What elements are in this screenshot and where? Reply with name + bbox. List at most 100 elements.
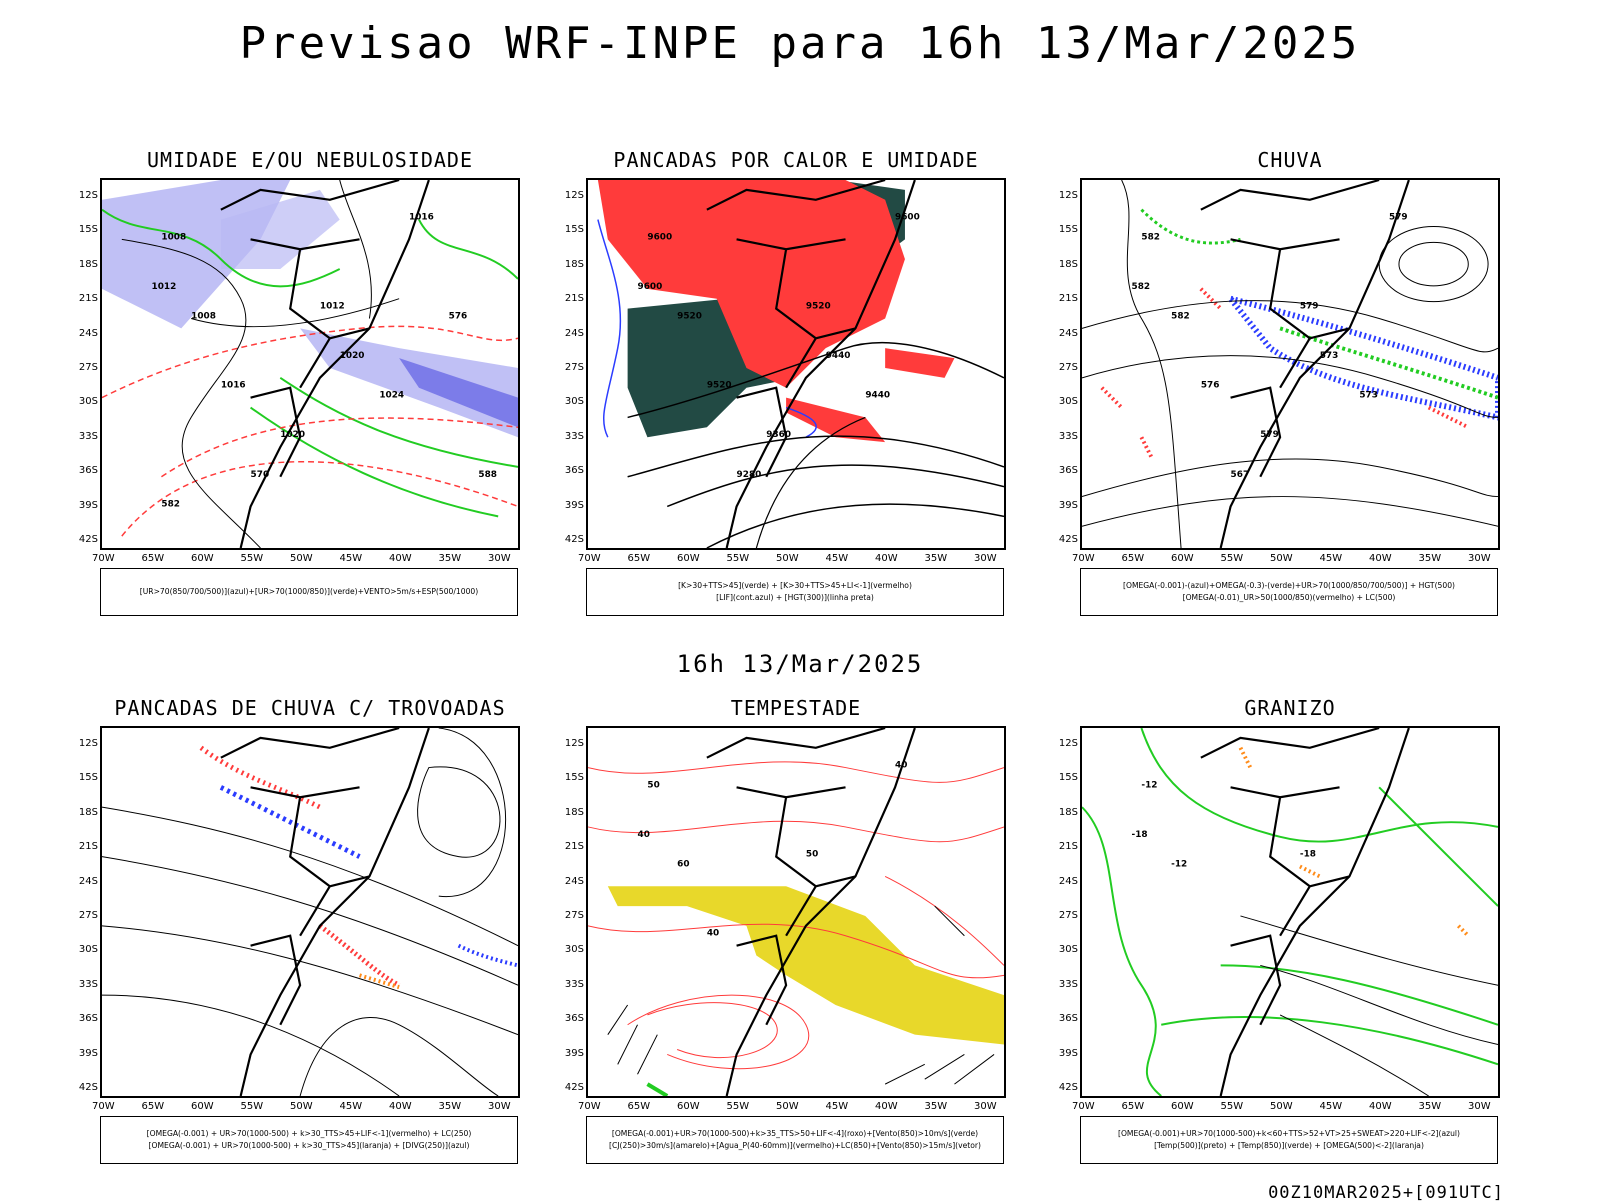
contour-label: 50 [806, 850, 818, 860]
lon-tick-label: 50W [290, 553, 313, 564]
contour-label: 1020 [280, 430, 305, 440]
contour-label: 9600 [638, 282, 663, 292]
legend: [K>30+TTS>45](verde) + [K>30+TTS>45+LI<-… [586, 568, 1004, 616]
contour-label: 40 [895, 761, 907, 771]
subtitle: 16h 13/Mar/2025 [676, 650, 924, 678]
lat-tick-label: 18S [1058, 258, 1078, 270]
contour-label: 567 [1231, 470, 1250, 480]
lon-tick-label: 50W [290, 1101, 313, 1112]
lon-tick-label: 40W [389, 553, 412, 564]
contour-label: 1020 [340, 351, 365, 361]
lon-tick-label: 30W [974, 553, 997, 564]
lon-tick-label: 70W [92, 1101, 115, 1112]
lon-tick-label: 40W [875, 553, 898, 564]
lon-tick-label: 45W [825, 1101, 849, 1112]
lon-tick-label: 35W [1418, 1101, 1442, 1112]
lon-tick-label: 70W [578, 1101, 601, 1112]
map-pancadas-trovoadas[interactable] [100, 726, 520, 1098]
lon-tick-label: 65W [627, 1101, 651, 1112]
legend-line: [OMEGA(-0.01)_UR>50(1000/850)(vermelho) … [1182, 593, 1396, 602]
panel-pancadas-calor: PANCADAS POR CALOR E UMIDADE 9600 9520 960… [556, 148, 1036, 618]
lon-tick-label: 65W [1121, 553, 1145, 564]
legend: [OMEGA(-0.001)-(azul)+OMEGA(-0.3)-(verde… [1080, 568, 1498, 616]
lat-tick-label: 33S [1058, 430, 1078, 442]
contour-label: 1012 [152, 282, 177, 292]
lat-tick-label: 15S [78, 772, 98, 784]
lat-tick-label: 24S [1058, 875, 1078, 887]
lat-tick-label: 18S [564, 258, 584, 270]
lon-tick-label: 35W [438, 1101, 462, 1112]
map-pancadas-calor[interactable]: 9600 9520 9600 9520 9600 9520 9440 9360 9440 9280 [586, 178, 1006, 550]
legend-line: [K>30+TTS>45](verde) + [K>30+TTS>45+LI<-… [678, 581, 912, 590]
legend-line: [OMEGA(-0.001)+UR>70(1000-500)+k>35_TTS>… [611, 1129, 979, 1138]
lat-tick-label: 15S [564, 772, 584, 784]
map-chuva[interactable]: 582 582 582 579 579 576 573 579 573 567 [1080, 178, 1500, 550]
lat-tick-label: 30S [78, 944, 98, 956]
lat-tick-label: 21S [1058, 293, 1078, 305]
lon-tick-label: 70W [1072, 1101, 1095, 1112]
panel-umidade: UMIDADE E/OU NEBULOSIDADE 1008 1008 1012 10… [70, 148, 550, 618]
lat-tick-label: 12S [564, 738, 584, 749]
lon-tick-label: 60W [677, 1101, 700, 1112]
contour-label: 579 [1389, 213, 1408, 223]
contour-label: 60 [677, 859, 689, 869]
contour-label: 588 [478, 470, 497, 480]
contour-label: 40 [707, 929, 719, 939]
lat-tick-label: 39S [564, 499, 584, 511]
lon-tick-label: 60W [677, 553, 700, 564]
lon-tick-label: 50W [1270, 553, 1293, 564]
lon-tick-label: 65W [1121, 1101, 1145, 1112]
lon-tick-label: 35W [438, 553, 462, 564]
contour-label: 9600 [895, 213, 920, 223]
lat-tick-label: 15S [1058, 224, 1078, 236]
contour-label: 9440 [826, 351, 851, 361]
lon-tick-label: 35W [924, 1101, 948, 1112]
lat-tick-label: 33S [1058, 978, 1078, 990]
contour-label: 582 [1171, 311, 1190, 321]
contour-label: 9520 [707, 381, 732, 391]
lon-tick-label: 70W [92, 553, 115, 564]
lat-tick-label: 42S [564, 534, 584, 545]
legend: [UR>70(850/700/500)](azul)+[UR>70(1000/8… [100, 568, 518, 616]
contour-label: 9600 [647, 232, 672, 242]
contour-label: -18 [1300, 850, 1316, 860]
lat-tick-label: 30S [564, 944, 584, 956]
lon-tick-label: 30W [1468, 1101, 1491, 1112]
lat-tick-label: 18S [78, 806, 98, 818]
contour-label: 1016 [409, 213, 434, 223]
panel-tempestade: TEMPESTADE 50 60 40 50 40 40 [OMEGA(-0.001)+U… [556, 696, 1036, 1166]
panel-title: CHUVA [1257, 148, 1323, 172]
map-umidade[interactable]: 1008 1008 1012 1012 1016 1016 1020 1020 1024 570 5… [100, 178, 520, 550]
contour-label: 50 [647, 780, 659, 790]
contour-label: 570 [251, 470, 270, 480]
contour-label: 9520 [806, 302, 831, 312]
panel-title: GRANIZO [1244, 696, 1336, 720]
panel-granizo: GRANIZO -12 -12 -18 -18 [OMEGA(-0.001)+UR>7… [1050, 696, 1530, 1166]
lat-tick-label: 18S [1058, 806, 1078, 818]
lon-tick-label: 55W [240, 553, 264, 564]
lon-tick-label: 70W [1072, 553, 1095, 564]
legend: [OMEGA(-0.001) + UR>70(1000-500) + k>30_… [100, 1116, 518, 1164]
lat-tick-label: 39S [78, 1047, 98, 1059]
lon-tick-label: 30W [974, 1101, 997, 1112]
contour-label: 9440 [865, 391, 890, 401]
lon-tick-label: 55W [726, 553, 750, 564]
lat-tick-label: 30S [1058, 396, 1078, 408]
contour-label: 9520 [677, 311, 702, 321]
lon-tick-label: 50W [776, 553, 799, 564]
lon-tick-label: 45W [339, 1101, 363, 1112]
contour-label: 9280 [737, 470, 762, 480]
legend-line: [OMEGA(-0.001)-(azul)+OMEGA(-0.3)-(verde… [1123, 581, 1455, 590]
lat-tick-label: 27S [78, 362, 98, 373]
lon-tick-label: 45W [825, 553, 849, 564]
lon-tick-label: 40W [389, 1101, 412, 1112]
contour-label: 573 [1359, 391, 1378, 401]
map-granizo[interactable]: -12 -12 -18 -18 [1080, 726, 1500, 1098]
contour-label: 1008 [161, 232, 186, 242]
legend-line: [OMEGA(-0.001)+UR>70(1000-500)+k<60+TTS>… [1117, 1129, 1460, 1138]
map-tempestade[interactable]: 50 60 40 50 40 40 [586, 726, 1006, 1098]
lat-tick-label: 36S [564, 1013, 584, 1025]
lon-tick-label: 35W [924, 553, 948, 564]
lat-tick-label: 24S [564, 875, 584, 887]
panel-title: PANCADAS DE CHUVA C/ TROVOADAS [114, 696, 506, 720]
